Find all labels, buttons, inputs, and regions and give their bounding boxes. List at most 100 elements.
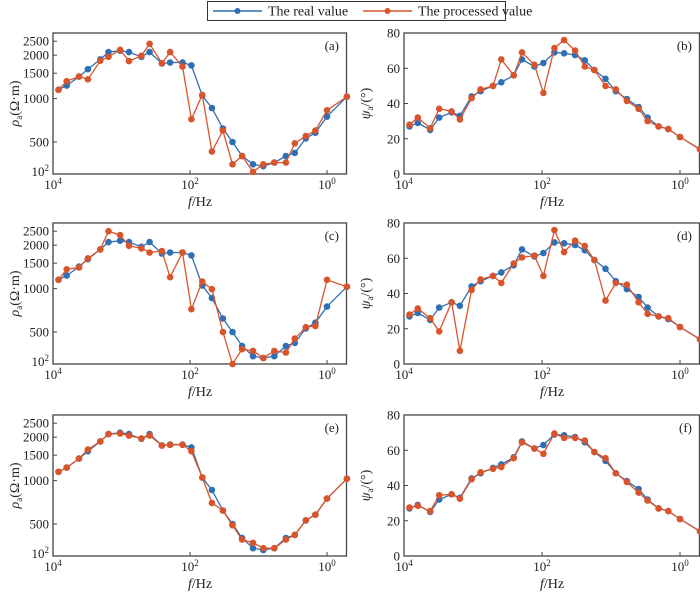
data-point-processed: [518, 254, 526, 261]
data-point-processed: [291, 531, 299, 539]
data-point-processed: [510, 260, 517, 267]
data-point-processed: [312, 322, 319, 330]
series-line-real: [409, 241, 700, 340]
x-tick-label: 104: [44, 176, 62, 192]
data-point-processed: [302, 323, 310, 331]
data-point-processed: [116, 231, 124, 239]
data-point-processed: [456, 495, 464, 503]
data-point-processed: [456, 116, 464, 123]
legend-processed-label: The processed value: [418, 5, 532, 20]
data-point-processed: [199, 91, 206, 99]
panel-a: 104 102 1002500200015001000500102f/Hzρa(Ω·…: [8, 32, 351, 210]
data-point-processed: [665, 507, 672, 515]
data-point-processed: [581, 63, 589, 70]
data-point-processed: [271, 544, 278, 552]
data-point-processed: [146, 249, 153, 256]
data-point-processed: [97, 438, 104, 445]
y-tick-label: 40: [387, 286, 400, 301]
data-point-real: [323, 303, 331, 310]
y-tick-label: 80: [387, 408, 400, 423]
data-point-processed: [602, 82, 609, 90]
data-point-processed: [591, 448, 598, 456]
y-tick-label: 1000: [23, 281, 49, 296]
series-line-processed: [409, 432, 700, 532]
legend: The real value The processed value: [207, 1, 532, 21]
legend-real-marker: [234, 8, 241, 14]
data-point-processed: [105, 53, 112, 61]
y-tick-label: 0: [394, 549, 401, 564]
data-point-processed: [571, 434, 579, 442]
y-axis-label: ψa/(°): [359, 469, 375, 501]
data-point-processed: [282, 536, 290, 543]
data-point-processed: [208, 499, 216, 507]
y-tick-label: 102: [32, 545, 50, 561]
data-point-processed: [623, 478, 631, 486]
data-point-processed: [302, 517, 310, 524]
data-point-real: [125, 48, 133, 56]
data-point-processed: [635, 299, 642, 306]
data-point-processed: [435, 105, 443, 113]
x-tick-label: 102: [181, 176, 199, 192]
data-point-processed: [138, 245, 145, 252]
data-point-processed: [125, 432, 133, 439]
y-axis-label: ψa/(°): [359, 87, 375, 119]
data-point-processed: [249, 539, 257, 547]
data-point-processed: [116, 430, 124, 437]
data-point-processed: [696, 146, 700, 153]
data-point-real: [282, 342, 290, 350]
data-point-processed: [219, 328, 227, 336]
data-point-processed: [323, 495, 331, 502]
data-point-processed: [655, 313, 662, 320]
data-point-real: [498, 79, 505, 86]
data-point-real: [291, 149, 299, 157]
data-point-processed: [644, 497, 651, 504]
data-point-processed: [602, 454, 609, 462]
data-point-processed: [426, 314, 434, 322]
data-point-processed: [635, 105, 642, 113]
y-axis-label: ρa(Ω·m): [8, 80, 24, 127]
x-tick-label: 104: [395, 558, 413, 574]
data-point-processed: [63, 77, 70, 85]
data-point-processed: [249, 168, 257, 176]
data-point-processed: [116, 46, 124, 54]
data-point-processed: [531, 445, 538, 452]
y-tick-label: 2500: [23, 224, 49, 239]
y-tick-label: 60: [387, 251, 400, 266]
data-point-processed: [435, 491, 443, 499]
data-point-processed: [540, 89, 547, 97]
data-point-processed: [105, 227, 112, 235]
data-point-processed: [75, 264, 83, 271]
data-point-processed: [55, 276, 62, 284]
y-tick-label: 1500: [23, 66, 49, 81]
y-tick-label: 2500: [23, 34, 49, 49]
data-point-processed: [166, 273, 174, 281]
data-point-processed: [84, 76, 92, 83]
data-point-processed: [84, 255, 92, 262]
data-point-real: [219, 315, 227, 322]
data-point-real: [602, 75, 609, 83]
data-point-real: [188, 62, 195, 69]
data-point-processed: [229, 522, 236, 529]
x-tick-label: 102: [181, 558, 199, 574]
x-axis-label: f/Hz: [540, 577, 564, 592]
y-tick-label: 1500: [23, 448, 49, 463]
data-point-processed: [146, 40, 153, 48]
data-point-processed: [623, 97, 631, 105]
data-point-processed: [75, 455, 83, 462]
data-point-processed: [655, 123, 662, 130]
y-tick-label: 1500: [23, 256, 49, 271]
data-point-real: [644, 304, 651, 311]
data-point-processed: [560, 248, 568, 256]
legend-processed-marker: [384, 8, 391, 14]
y-tick-label: 60: [387, 443, 400, 458]
series-line-real: [58, 432, 348, 551]
panel-d: 104 102 100 80 60 40 20 0 f/Hz ψa/(°) (d): [359, 216, 700, 400]
panel-c: 104 102 1002500200015001000500102f/Hzρa(Ω·…: [8, 222, 351, 400]
series-line-processed: [409, 228, 700, 351]
data-point-processed: [63, 464, 70, 471]
data-point-real: [229, 138, 236, 146]
data-point-real: [146, 238, 153, 246]
data-point-processed: [188, 305, 195, 313]
x-tick-label: 100: [671, 366, 689, 382]
data-point-processed: [199, 278, 206, 285]
